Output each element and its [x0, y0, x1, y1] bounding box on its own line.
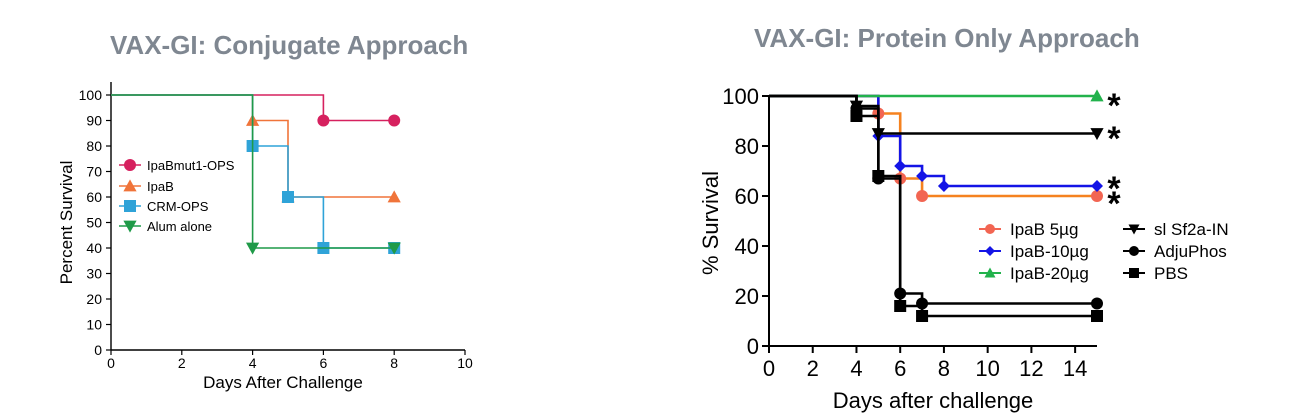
legend-marker: [985, 224, 995, 234]
y-tick-label: 100: [722, 84, 759, 109]
series-sl-sf2a-in: [769, 94, 1104, 141]
y-tick-label: 20: [735, 284, 759, 309]
y-tick-label: 50: [86, 215, 102, 231]
x-tick-label: 8: [938, 356, 950, 381]
series-line-sl-sf2a-in: [769, 94, 1097, 135]
x-tick-label: 2: [178, 355, 186, 371]
significance-asterisk: *: [1107, 185, 1121, 223]
x-tick-label: 12: [1019, 356, 1043, 381]
legend-label-ipab-5-g: IpaB 5µg: [1010, 220, 1078, 239]
x-tick-label: 4: [850, 356, 862, 381]
chart-title-protein-only: VAX-GI: Protein Only Approach: [754, 23, 1140, 53]
y-tick-label: 0: [94, 342, 102, 358]
legend-marker: [124, 200, 136, 212]
data-point-alum-alone: [387, 242, 401, 255]
data-point-crm-ops: [282, 191, 294, 203]
legend-label-pbs: PBS: [1154, 264, 1188, 283]
x-tick-label: 10: [975, 356, 999, 381]
legend-label-adjuphos: AdjuPhos: [1154, 242, 1227, 261]
data-point-adjuphos: [1091, 297, 1103, 310]
legend-protein-only: IpaB 5µg IpaB-10µg IpaB-20µg sl Sf2a-IN Adju…: [979, 220, 1229, 283]
y-axis-label: Percent Survival: [57, 161, 76, 285]
y-tick-label: 80: [735, 134, 759, 159]
legend-label-ipab-10-g: IpaB-10µg: [1010, 242, 1089, 261]
series-pbs: [769, 94, 1103, 322]
series-ipab-10-g: [769, 94, 1103, 192]
x-tick-label: 2: [807, 356, 819, 381]
x-tick-label: 0: [763, 356, 775, 381]
data-point-pbs: [916, 310, 929, 322]
y-tick-label: 90: [86, 113, 102, 129]
legend-marker: [1129, 268, 1139, 278]
significance-annotations: ****: [1107, 87, 1121, 223]
data-point-ipab: [387, 190, 401, 203]
legend-label-alum-alone: Alum alone: [147, 219, 212, 234]
data-point-ipab-10-g: [894, 160, 907, 172]
y-tick-label: 60: [86, 189, 102, 205]
x-tick-label: 0: [107, 355, 115, 371]
data-point-pbs: [894, 300, 907, 312]
x-tick-label: 6: [894, 356, 906, 381]
data-point-pbs: [872, 170, 885, 182]
axes-conjugate: 0 10 20 30 40 50 60 70 80 90 100 0 2 4 6 8 10 Days After …: [57, 82, 473, 392]
y-tick-label: 40: [735, 234, 759, 259]
x-tick-label: 8: [390, 355, 398, 371]
series-alum-alone: [111, 94, 401, 255]
y-tick-label: 10: [86, 317, 102, 333]
series-line-ipab-10-g: [769, 94, 1097, 188]
legend-label-ipab-20-g: IpaB-20µg: [1010, 264, 1089, 283]
y-tick-label: 80: [86, 138, 102, 154]
significance-asterisk: *: [1107, 120, 1121, 158]
x-tick-label: 14: [1063, 356, 1087, 381]
data-point-pbs: [1091, 310, 1103, 322]
legend-label-crm-ops: CRM-OPS: [147, 199, 209, 214]
y-tick-label: 60: [735, 184, 759, 209]
x-tick-label: 4: [249, 355, 257, 371]
chart-title-conjugate: VAX-GI: Conjugate Approach: [110, 30, 469, 60]
significance-asterisk: *: [1107, 87, 1121, 125]
y-tick-label: 40: [86, 240, 102, 256]
y-tick-label: 70: [86, 164, 102, 180]
series-line-ipab-5-g: [769, 94, 1097, 198]
legend-label-ipabmut1-ops: IpaBmut1-OPS: [147, 158, 235, 173]
axes-protein-only: 0 20 40 60 80 100 0 2 4 6 8 10 12 14 Days after challe…: [698, 84, 1097, 413]
data-point-ipab-5-g: [916, 190, 929, 202]
x-tick-label: 6: [320, 355, 328, 371]
y-axis-label: % Survival: [698, 171, 723, 275]
y-tick-label: 0: [747, 334, 759, 359]
data-point-ipab-10-g: [1091, 180, 1103, 192]
data-point-ipab-20-g: [1090, 89, 1104, 102]
data-point-sl-sf2a-in: [1090, 128, 1104, 141]
y-tick-label: 100: [79, 87, 103, 103]
series-line-pbs: [769, 94, 1097, 318]
legend-marker: [985, 246, 995, 256]
data-point-pbs: [850, 110, 863, 122]
legend-label-sl-sf2a-in: sl Sf2a-IN: [1154, 220, 1229, 239]
data-point-ipabmut1-ops: [388, 114, 401, 127]
y-tick-label: 30: [86, 266, 102, 282]
legend-marker: [1129, 246, 1139, 256]
legend-marker: [123, 220, 137, 233]
x-axis-label: Days After Challenge: [203, 373, 363, 392]
y-tick-label: 20: [86, 291, 102, 307]
significance-asterisk: *: [1107, 170, 1121, 208]
legend-marker: [984, 267, 996, 278]
legend-marker: [1128, 224, 1140, 235]
data-point-ipabmut1-ops: [317, 114, 330, 127]
data-point-ipab-5-g: [1091, 190, 1103, 202]
data-point-ipab-10-g: [937, 180, 950, 192]
series-line-alum-alone: [111, 94, 395, 249]
legend-label-ipab: IpaB: [147, 179, 174, 194]
x-tick-label: 10: [457, 355, 473, 371]
data-point-alum-alone: [246, 242, 260, 255]
legend-marker: [123, 179, 137, 192]
data-point-ipab-10-g: [916, 170, 929, 182]
x-axis-label: Days after challenge: [833, 388, 1034, 413]
legend-conjugate: IpaBmut1-OPS IpaB CRM-OPS Alum alone: [119, 158, 235, 234]
legend-marker: [124, 159, 136, 171]
